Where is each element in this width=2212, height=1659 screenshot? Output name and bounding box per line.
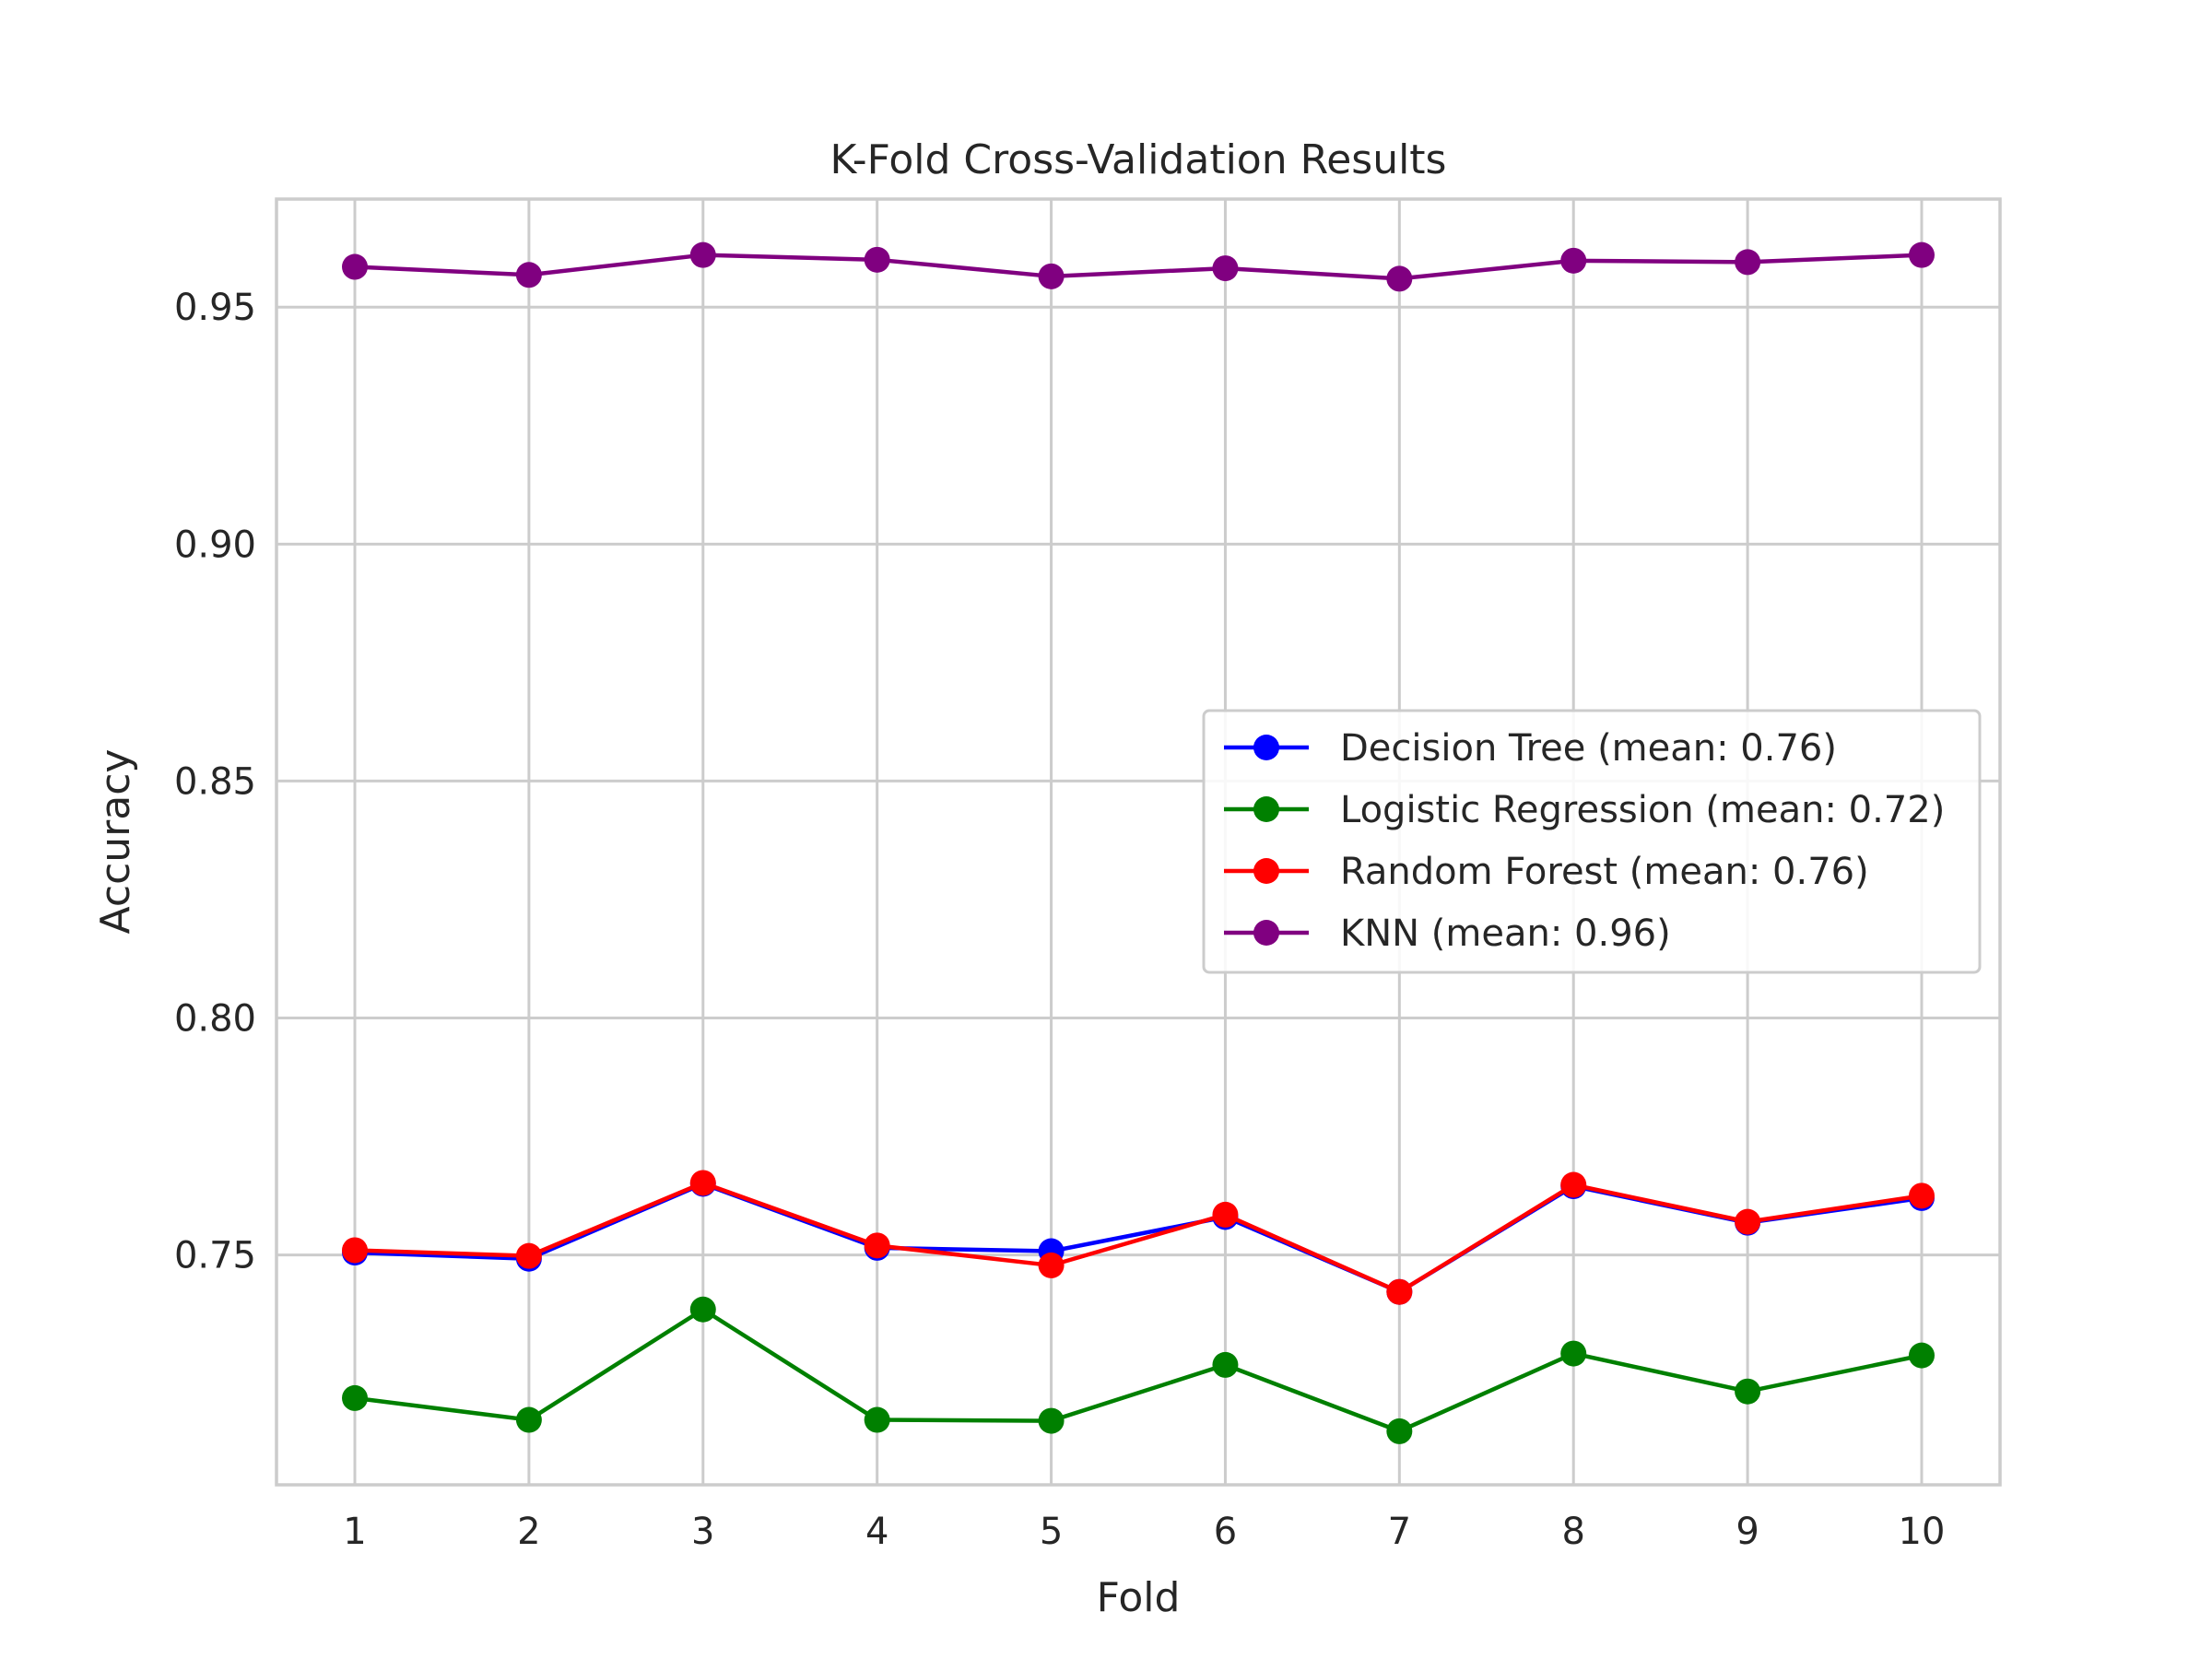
data-point	[342, 253, 368, 280]
x-tick-label: 10	[1899, 1511, 1946, 1553]
legend-entry: Random Forest (mean: 0.76)	[1224, 851, 1869, 893]
legend-label: Decision Tree (mean: 0.76)	[1340, 727, 1837, 770]
x-tick-label: 6	[1214, 1511, 1237, 1553]
data-point	[1735, 249, 1761, 276]
legend-entry: Decision Tree (mean: 0.76)	[1224, 727, 1837, 770]
x-axis-label: Fold	[1097, 1574, 1181, 1621]
legend-entry: KNN (mean: 0.96)	[1224, 912, 1671, 955]
data-point	[1909, 1182, 1935, 1209]
data-point	[1560, 247, 1587, 274]
data-point	[864, 1406, 890, 1433]
x-tick-label: 9	[1735, 1511, 1759, 1553]
data-point	[342, 1237, 368, 1264]
legend-label: KNN (mean: 0.96)	[1340, 912, 1671, 955]
series-3	[342, 241, 1935, 292]
series-1	[342, 1296, 1935, 1444]
y-ticks: 0.75 0.80 0.85 0.90 0.95	[174, 287, 256, 1277]
data-point	[864, 246, 890, 273]
data-point	[1386, 1278, 1413, 1305]
legend-marker	[1253, 796, 1279, 822]
data-point	[1038, 1407, 1065, 1434]
data-point	[515, 1242, 542, 1269]
data-point	[342, 1384, 368, 1411]
legend-marker	[1253, 735, 1279, 760]
series-line	[352, 253, 1924, 281]
legend-marker	[1253, 858, 1279, 884]
data-point	[1386, 265, 1413, 292]
x-tick-label: 1	[343, 1511, 366, 1553]
x-ticks: 1 2 3 4 5 6 7 8 9 10	[343, 1511, 1945, 1553]
data-point	[689, 1170, 716, 1196]
data-point	[864, 1232, 890, 1259]
series-line	[352, 1181, 1924, 1294]
legend: Decision Tree (mean: 0.76) Logistic Regre…	[1202, 709, 1982, 974]
y-axis-label: Accuracy	[92, 749, 139, 935]
y-tick-label: 0.80	[174, 998, 256, 1041]
x-tick-label: 5	[1040, 1511, 1063, 1553]
x-tick-label: 2	[517, 1511, 540, 1553]
plot-frame	[275, 197, 2002, 1487]
series-2	[342, 1170, 1935, 1305]
data-point	[689, 1296, 716, 1323]
x-tick-label: 3	[691, 1511, 714, 1553]
data-point	[1560, 1340, 1587, 1367]
data-point	[1560, 1171, 1587, 1198]
y-tick-label: 0.95	[174, 287, 256, 329]
chart-title: K-Fold Cross-Validation Results	[830, 136, 1447, 183]
legend-entry: Logistic Regression (mean: 0.72)	[1224, 789, 1945, 831]
y-tick-label: 0.85	[174, 760, 256, 803]
legend-label: Logistic Regression (mean: 0.72)	[1340, 789, 1945, 831]
data-point	[689, 241, 716, 268]
legend-marker	[1253, 920, 1279, 946]
data-point	[515, 1406, 542, 1433]
y-tick-label: 0.90	[174, 524, 256, 566]
data-point	[1909, 1342, 1935, 1369]
x-tick-label: 8	[1561, 1511, 1584, 1553]
data-point	[515, 262, 542, 288]
data-point	[1909, 241, 1935, 268]
x-tick-label: 7	[1388, 1511, 1411, 1553]
data-point	[1212, 255, 1239, 282]
x-tick-label: 4	[865, 1511, 888, 1553]
legend-box	[1202, 709, 1982, 974]
data-point	[1735, 1208, 1761, 1235]
data-point	[1038, 1252, 1065, 1278]
legend-label: Random Forest (mean: 0.76)	[1340, 851, 1869, 893]
data-point	[1212, 1351, 1239, 1378]
data-point	[1212, 1201, 1239, 1228]
data-point	[1038, 263, 1065, 289]
series-line	[352, 1307, 1924, 1434]
series-lines	[342, 241, 1935, 1444]
y-tick-label: 0.75	[174, 1235, 256, 1277]
data-point	[1386, 1418, 1413, 1444]
data-point	[1735, 1378, 1761, 1405]
